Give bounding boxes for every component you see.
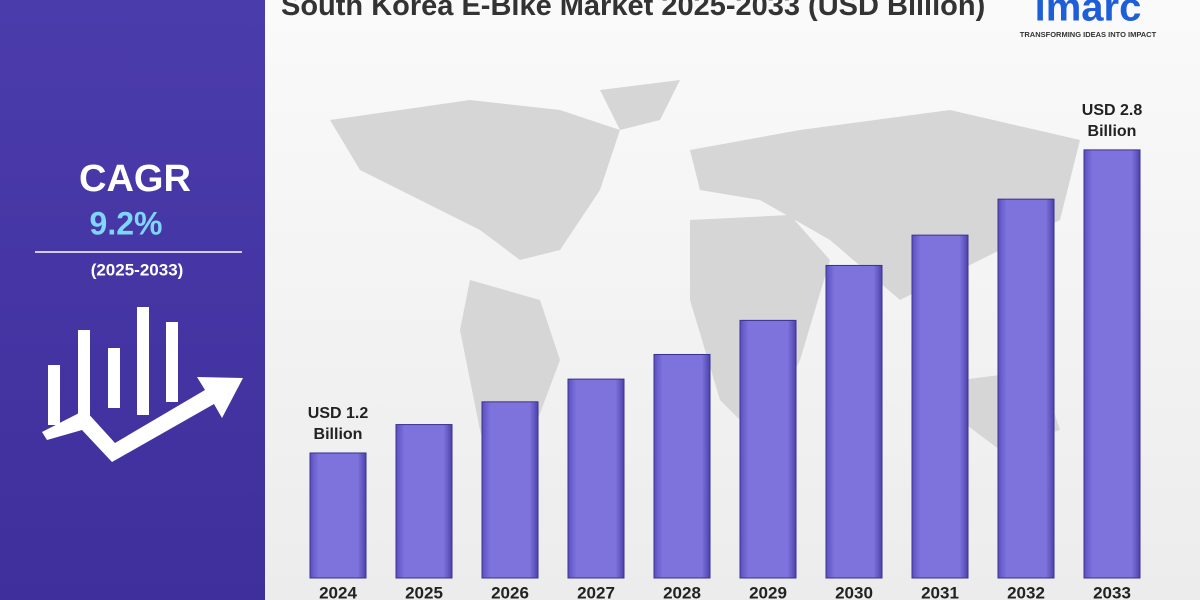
x-tick-label: 2026 — [491, 583, 529, 600]
x-tick-label: 2028 — [663, 583, 701, 600]
value-label: USD 2.8 Billion — [1081, 101, 1143, 140]
bar — [567, 378, 625, 579]
x-tick-label: 2031 — [921, 583, 959, 600]
cagr-panel — [0, 0, 265, 600]
cagr-value: 9.2% — [90, 205, 163, 241]
x-tick-label: 2024 — [319, 583, 357, 600]
x-tick-label: 2025 — [405, 583, 443, 600]
x-tick-label: 2029 — [749, 583, 787, 600]
bar — [653, 353, 711, 579]
growth-icon — [42, 307, 243, 462]
cagr-period: (2025-2033) — [91, 260, 184, 279]
brand-tagline: TRANSFORMING IDEAS INTO IMPACT — [1020, 30, 1157, 39]
x-tick-label: 2027 — [577, 583, 615, 600]
bar — [911, 234, 969, 579]
x-tick-label: 2033 — [1093, 583, 1131, 600]
bar — [825, 264, 883, 579]
x-tick-label: 2032 — [1007, 583, 1045, 600]
cagr-label: CAGR — [79, 158, 191, 200]
value-label: USD 1.2 Billion — [307, 404, 369, 443]
x-tick-label: 2030 — [835, 583, 873, 600]
bar — [309, 452, 367, 579]
chart-title: South Korea E-Bike Market 2025-2033 (USD… — [281, 0, 986, 22]
brand-name: imarc — [1035, 0, 1142, 30]
bar — [997, 198, 1055, 579]
bar — [1083, 149, 1141, 579]
bar — [739, 319, 797, 579]
bar — [395, 424, 453, 579]
bar — [481, 401, 539, 579]
